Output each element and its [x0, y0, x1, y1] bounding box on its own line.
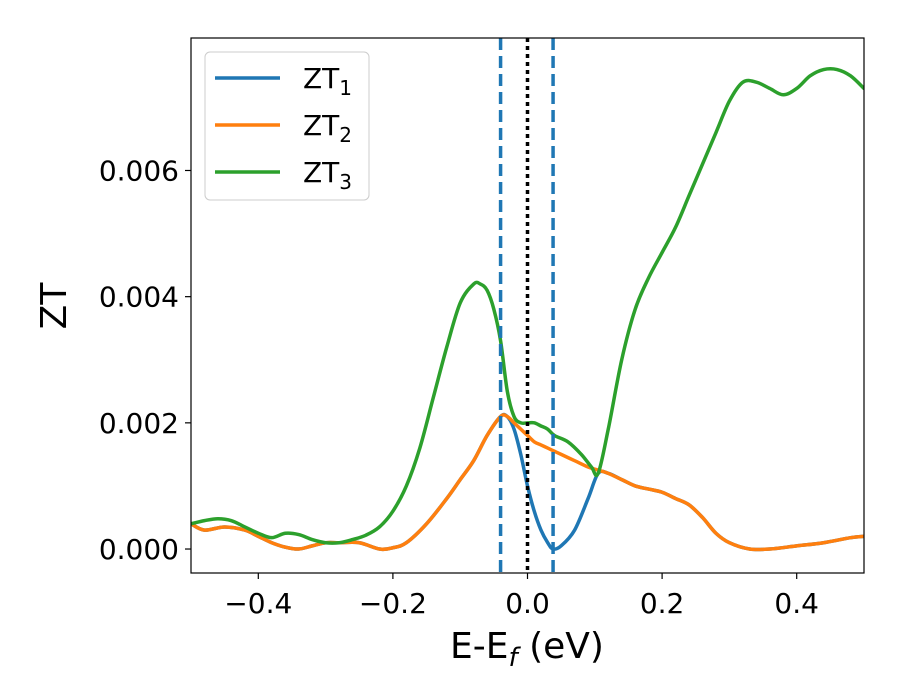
x-tick-label: 0.0 [505, 587, 550, 620]
plot-area [191, 38, 864, 573]
legend-label-zt2: ZT2 [303, 109, 352, 147]
series-line-zt3 [191, 67, 864, 545]
y-tick-label: 0.000 [99, 533, 179, 566]
y-tick-label: 0.006 [99, 154, 179, 187]
x-tick-label: −0.4 [224, 587, 292, 620]
y-axis: 0.000 0.002 0.004 0.006 [99, 154, 191, 566]
y-axis-title: ZT [34, 282, 75, 330]
y-tick-label: 0.002 [99, 407, 179, 440]
x-tick-label: 0.4 [774, 587, 819, 620]
x-axis: −0.4 −0.2 0.0 0.2 0.4 [224, 573, 819, 620]
legend-box [204, 51, 370, 201]
x-axis-title: E-Ef (eV) [450, 626, 604, 673]
x-tick-label: −0.2 [359, 587, 427, 620]
legend-label-zt3: ZT3 [303, 156, 352, 194]
y-tick-label: 0.004 [99, 281, 179, 314]
x-tick-label: 0.2 [640, 587, 685, 620]
legend: ZT1 ZT2 ZT3 [204, 51, 370, 201]
legend-label-zt1: ZT1 [303, 62, 352, 100]
series-line-zt2 [191, 413, 864, 552]
